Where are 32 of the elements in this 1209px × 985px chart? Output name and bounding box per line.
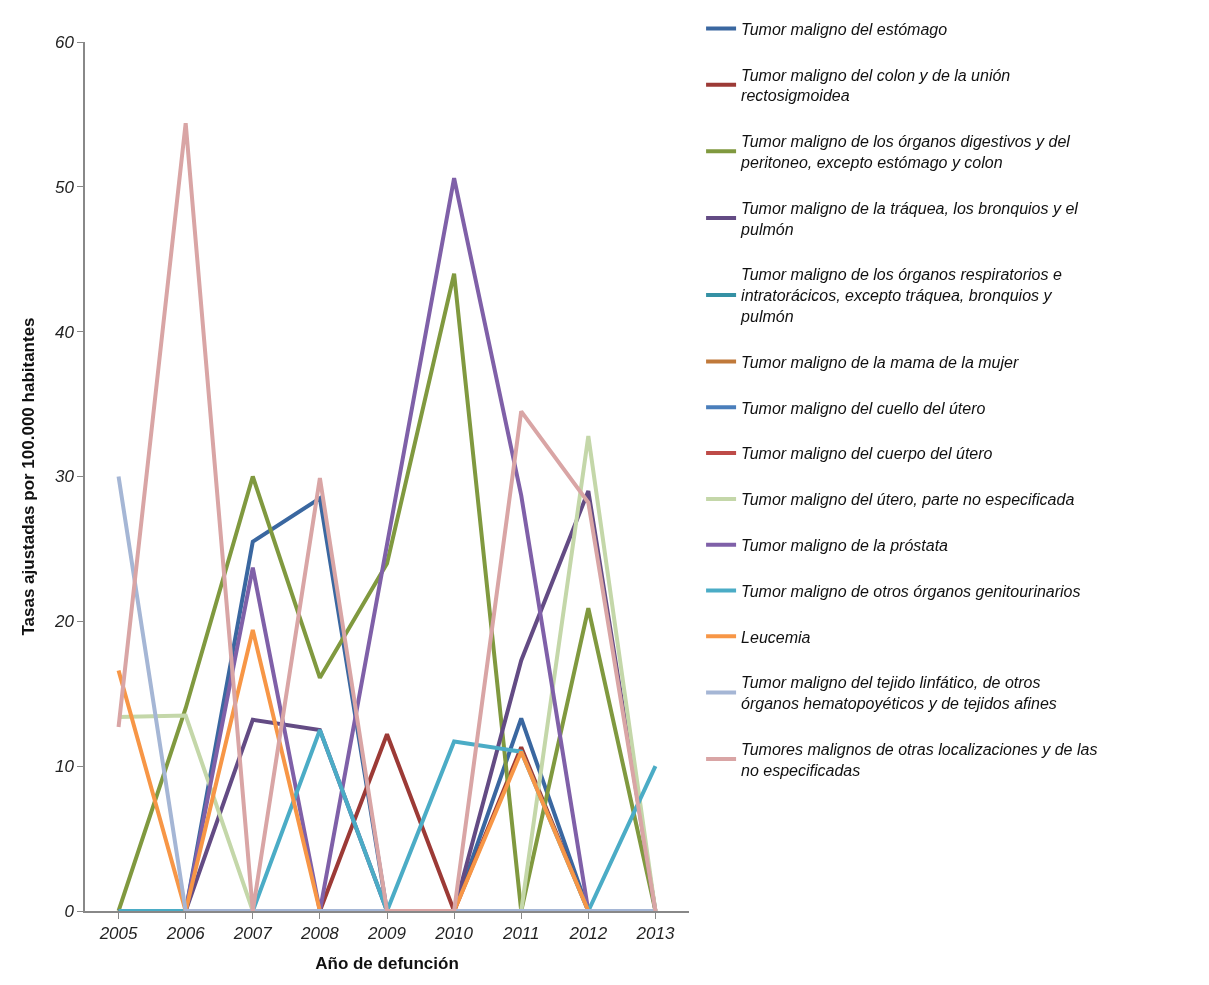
legend-label: Tumor maligno de la mama de la mujer <box>741 353 1019 371</box>
y-tick-label: 30 <box>54 467 75 487</box>
legend-label: Tumor maligno del estómago <box>741 20 948 38</box>
legend-label: Leucemia <box>741 628 811 646</box>
y-tick-label: 10 <box>54 757 75 777</box>
legend-label: Tumor maligno del útero, parte no especificada <box>741 491 1075 509</box>
legend-label: Tumor maligno de la tráquea, los bronquios y el pulmón <box>740 199 1079 238</box>
x-tick-label: 2012 <box>568 924 608 944</box>
legend-label: Tumor maligno del cuerpo del útero <box>741 445 993 463</box>
y-tick-label: 0 <box>64 901 75 921</box>
x-tick-label: 2013 <box>635 924 675 944</box>
x-tick-label: 2008 <box>299 924 340 944</box>
legend-label: Tumor maligno de los órganos digestivos y del peritoneo, excepto estómago y colon <box>740 133 1071 171</box>
legend-label: Tumores malignos de otras localizaciones y de las no especificadas <box>741 740 1098 779</box>
x-tick-label: 2005 <box>98 924 139 944</box>
x-tick-label: 2010 <box>434 924 474 944</box>
legend-label: Tumor maligno del tejido linfático, de otros órganos hematopoyéticos y de tejidos afines <box>741 674 1057 713</box>
y-tick-label: 60 <box>54 32 75 52</box>
x-tick-label: 2007 <box>232 924 273 944</box>
y-tick-label: 50 <box>54 177 75 197</box>
x-tick-label: 2011 <box>501 924 540 944</box>
x-axis-title: Año de defunción <box>315 954 459 974</box>
legend-label: Tumor maligno de los órganos respiratorios e intratorácicos, excepto tráquea, bronquios y pulmón <box>740 266 1062 325</box>
legend-label: Tumor maligno del cuello del útero <box>741 399 986 417</box>
legend-label: Tumor maligno de la próstata <box>741 536 949 554</box>
y-tick-label: 20 <box>53 612 75 632</box>
legend-label: Tumor maligno del colon y de la unión rectosigmoidea <box>741 66 1011 105</box>
x-tick-label: 2009 <box>367 924 407 944</box>
y-tick-label: 40 <box>54 322 75 342</box>
y-axis-title: Tasas ajustadas por 100.000 habitantes <box>18 317 38 636</box>
legend-label: Tumor maligno de otros órganos genitourinarios <box>741 582 1081 600</box>
x-tick-label: 2006 <box>165 924 206 944</box>
